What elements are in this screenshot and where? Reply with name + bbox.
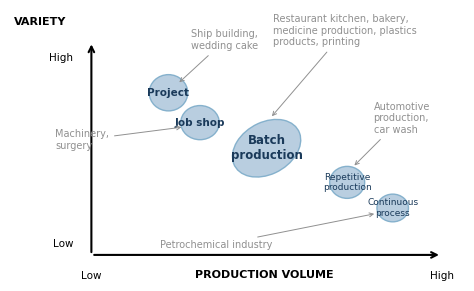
Text: VARIETY: VARIETY: [14, 17, 66, 27]
Text: Machinery,
surgery: Machinery, surgery: [55, 126, 181, 151]
Text: Job shop: Job shop: [175, 118, 225, 128]
Text: Automotive
production,
car wash: Automotive production, car wash: [355, 102, 430, 165]
Text: Low: Low: [53, 239, 73, 249]
Text: Project: Project: [147, 88, 190, 98]
Text: PRODUCTION VOLUME: PRODUCTION VOLUME: [195, 269, 334, 280]
Ellipse shape: [181, 106, 219, 140]
Text: Petrochemical industry: Petrochemical industry: [160, 213, 373, 250]
Text: Restaurant kitchen, bakery,
medicine production, plastics
products, printing: Restaurant kitchen, bakery, medicine pro…: [273, 14, 417, 116]
Ellipse shape: [329, 166, 365, 198]
Text: Ship building,
wedding cake: Ship building, wedding cake: [180, 29, 259, 81]
Text: Continuous
process: Continuous process: [367, 198, 418, 218]
Text: High: High: [430, 271, 454, 281]
Ellipse shape: [377, 194, 409, 222]
Text: Repetitive
production: Repetitive production: [323, 173, 372, 192]
Text: High: High: [49, 53, 73, 63]
Ellipse shape: [149, 74, 188, 111]
Text: Batch
production: Batch production: [231, 134, 302, 162]
Ellipse shape: [232, 119, 301, 177]
Text: Low: Low: [81, 271, 101, 281]
